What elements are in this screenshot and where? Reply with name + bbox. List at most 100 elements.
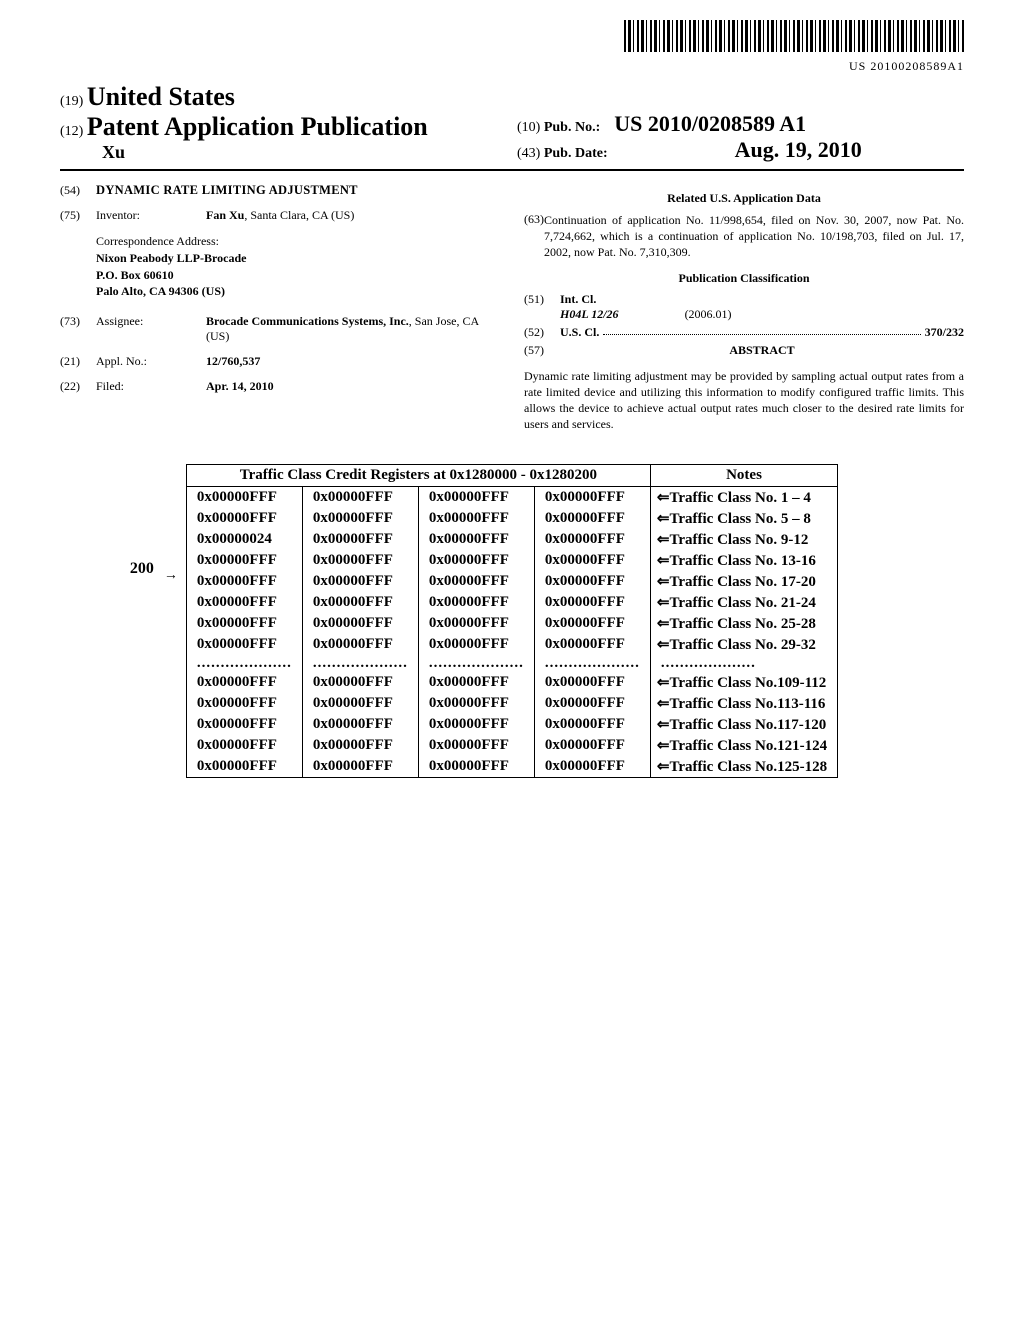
notes-cell: ⇐Traffic Class No.109-112: [650, 672, 837, 693]
country: United States: [87, 82, 235, 111]
register-cell: 0x00000FFF: [186, 571, 302, 592]
applno-label: Appl. No.:: [96, 354, 206, 369]
table-row: 0x00000FFF0x00000FFF0x00000FFF0x00000FFF…: [186, 508, 837, 529]
ellipsis-cell: ....................: [302, 655, 418, 672]
bibliographic-columns: (54) DYNAMIC RATE LIMITING ADJUSTMENT (7…: [60, 183, 964, 432]
register-cell: 0x00000FFF: [186, 613, 302, 634]
register-cell: 0x00000FFF: [418, 735, 534, 756]
uscl-value: 370/232: [925, 325, 964, 340]
code-19: (19): [60, 94, 83, 109]
register-cell: 0x00000FFF: [534, 529, 650, 550]
code-51: (51): [524, 292, 560, 322]
code-57: (57): [524, 343, 560, 358]
register-cell: 0x00000FFF: [186, 756, 302, 778]
table-row: 0x00000FFF0x00000FFF0x00000FFF0x00000FFF…: [186, 672, 837, 693]
table-row: 0x00000FFF0x00000FFF0x00000FFF0x00000FFF…: [186, 693, 837, 714]
register-cell: 0x00000FFF: [186, 714, 302, 735]
notes-cell: ⇐Traffic Class No. 13-16: [650, 550, 837, 571]
reference-arrow: →: [164, 568, 178, 584]
abstract-text: Dynamic rate limiting adjustment may be …: [524, 368, 964, 433]
table-row: 0x000000240x00000FFF0x00000FFF0x00000FFF…: [186, 529, 837, 550]
register-cell: 0x00000FFF: [418, 693, 534, 714]
notes-cell: ⇐Traffic Class No. 9-12: [650, 529, 837, 550]
table-row: 0x00000FFF0x00000FFF0x00000FFF0x00000FFF…: [186, 550, 837, 571]
header-divider: [60, 169, 964, 171]
register-cell: 0x00000FFF: [418, 487, 534, 509]
addr-line3: Palo Alto, CA 94306 (US): [96, 283, 500, 300]
register-cell: 0x00000FFF: [302, 550, 418, 571]
notes-cell: ⇐Traffic Class No. 1 – 4: [650, 487, 837, 509]
register-cell: 0x00000FFF: [534, 592, 650, 613]
register-cell: 0x00000FFF: [418, 634, 534, 655]
assignee-name: Brocade Communications Systems, Inc.: [206, 314, 409, 328]
related-head: Related U.S. Application Data: [524, 191, 964, 206]
addr-line1: Nixon Peabody LLP-Brocade: [96, 250, 500, 267]
table-row: 0x00000FFF0x00000FFF0x00000FFF0x00000FFF…: [186, 487, 837, 509]
register-cell: 0x00000FFF: [418, 550, 534, 571]
table-header-notes: Notes: [650, 465, 837, 487]
register-cell: 0x00000FFF: [186, 550, 302, 571]
uscl-label: U.S. Cl.: [560, 325, 599, 340]
register-cell: 0x00000FFF: [418, 613, 534, 634]
table-header-main: Traffic Class Credit Registers at 0x1280…: [186, 465, 650, 487]
ellipsis-cell: ....................: [534, 655, 650, 672]
notes-cell: ⇐Traffic Class No. 21-24: [650, 592, 837, 613]
notes-cell: ⇐Traffic Class No.121-124: [650, 735, 837, 756]
barcode-text: US 20100208589A1: [60, 59, 964, 74]
register-cell: 0x00000FFF: [418, 571, 534, 592]
register-cell: 0x00000FFF: [302, 487, 418, 509]
pubdate-value: Aug. 19, 2010: [735, 137, 862, 162]
ellipsis-row: ........................................…: [186, 655, 837, 672]
register-cell: 0x00000FFF: [302, 613, 418, 634]
register-cell: 0x00000FFF: [302, 756, 418, 778]
register-cell: 0x00000FFF: [302, 735, 418, 756]
code-63: (63): [524, 212, 544, 261]
register-cell: 0x00000FFF: [302, 693, 418, 714]
assignee-label: Assignee:: [96, 314, 206, 344]
table-row: 0x00000FFF0x00000FFF0x00000FFF0x00000FFF…: [186, 592, 837, 613]
right-column: Related U.S. Application Data (63) Conti…: [524, 183, 964, 432]
correspondence-address: Correspondence Address: Nixon Peabody LL…: [96, 233, 500, 300]
register-cell: 0x00000FFF: [534, 714, 650, 735]
addr-label: Correspondence Address:: [96, 233, 500, 250]
register-cell: 0x00000FFF: [534, 735, 650, 756]
inventor-label: Inventor:: [96, 208, 206, 223]
pubdate-label: Pub. Date:: [544, 146, 608, 161]
pubno-value: US 2010/0208589 A1: [614, 111, 806, 136]
register-table: Traffic Class Credit Registers at 0x1280…: [186, 464, 838, 778]
register-cell: 0x00000FFF: [418, 672, 534, 693]
register-cell: 0x00000FFF: [534, 756, 650, 778]
author-name: Xu: [102, 142, 507, 163]
notes-cell: ⇐Traffic Class No.125-128: [650, 756, 837, 778]
inventor-name: Fan Xu: [206, 208, 244, 222]
table-row: 0x00000FFF0x00000FFF0x00000FFF0x00000FFF…: [186, 735, 837, 756]
notes-cell: ⇐Traffic Class No. 5 – 8: [650, 508, 837, 529]
table-row: 0x00000FFF0x00000FFF0x00000FFF0x00000FFF…: [186, 714, 837, 735]
filed-label: Filed:: [96, 379, 206, 394]
ellipsis-cell: ....................: [418, 655, 534, 672]
ellipsis-cell: ....................: [650, 655, 837, 672]
table-row: 0x00000FFF0x00000FFF0x00000FFF0x00000FFF…: [186, 613, 837, 634]
register-cell: 0x00000FFF: [186, 592, 302, 613]
notes-cell: ⇐Traffic Class No. 25-28: [650, 613, 837, 634]
register-cell: 0x00000FFF: [302, 714, 418, 735]
inventor-loc: , Santa Clara, CA (US): [244, 208, 354, 222]
register-cell: 0x00000FFF: [186, 693, 302, 714]
pubno-label: Pub. No.:: [544, 120, 600, 135]
applno-value: 12/760,537: [206, 354, 500, 369]
register-cell: 0x00000FFF: [418, 529, 534, 550]
register-cell: 0x00000FFF: [534, 550, 650, 571]
header-row: (19) United States (12) Patent Applicati…: [60, 82, 964, 163]
register-cell: 0x00000FFF: [534, 672, 650, 693]
notes-cell: ⇐Traffic Class No.113-116: [650, 693, 837, 714]
register-cell: 0x00000FFF: [186, 508, 302, 529]
addr-line2: P.O. Box 60610: [96, 267, 500, 284]
register-cell: 0x00000FFF: [418, 756, 534, 778]
publication-title: Patent Application Publication: [87, 112, 428, 141]
filed-value: Apr. 14, 2010: [206, 379, 500, 394]
code-21: (21): [60, 354, 96, 369]
code-52: (52): [524, 325, 560, 340]
table-row: 0x00000FFF0x00000FFF0x00000FFF0x00000FFF…: [186, 571, 837, 592]
notes-cell: ⇐Traffic Class No. 17-20: [650, 571, 837, 592]
code-10: (10): [517, 120, 540, 135]
